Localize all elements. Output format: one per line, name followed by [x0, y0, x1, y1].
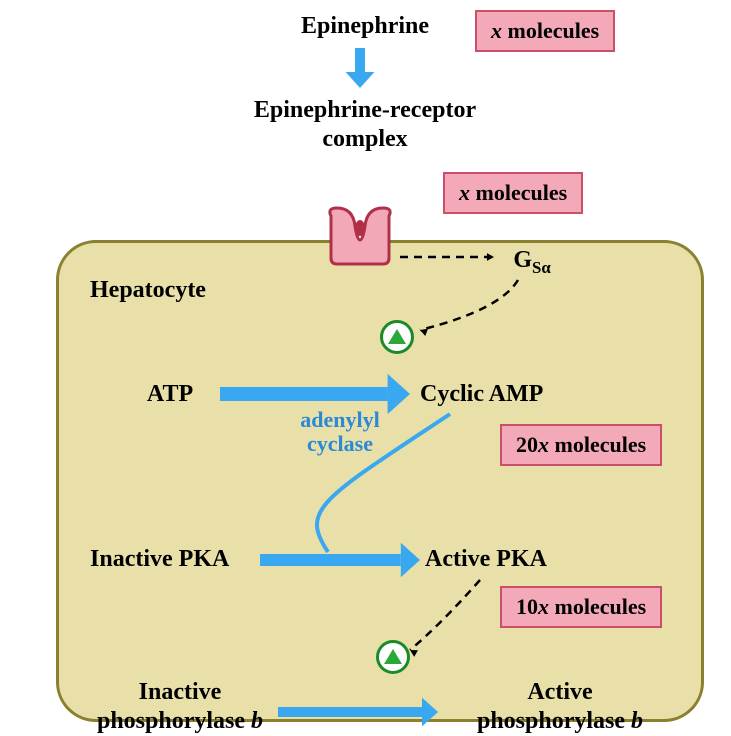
iphos-l2a: phosphorylase [97, 708, 251, 734]
iphos-l2b: b [251, 708, 263, 734]
badge-x-molecules-1: x molecules [475, 10, 615, 52]
badge4-var: x [538, 594, 549, 619]
aphos-l2a: phosphorylase [477, 708, 631, 734]
badge1-text: molecules [502, 18, 599, 43]
badge-20x-molecules: 20x molecules [500, 424, 662, 466]
badge2-text: molecules [470, 180, 567, 205]
active-pka-label: Active PKA [425, 545, 605, 574]
curve-camp-pka [290, 404, 460, 562]
gsa-g: G [513, 247, 532, 273]
aphos-l1: Active [527, 679, 592, 705]
g-s-alpha-label: GSα [502, 246, 562, 278]
badge4-num: 10 [516, 594, 538, 619]
badge3-var: x [538, 432, 549, 457]
aphos-l2b: b [631, 708, 643, 734]
hepatocyte-label: Hepatocyte [90, 276, 250, 305]
activator-circle-1 [380, 320, 414, 354]
badge-x-molecules-2: x molecules [443, 172, 583, 214]
arrow-inactive-active-phosphorylase [278, 697, 438, 727]
complex-l2: complex [322, 126, 407, 152]
dashed-arrow-gsa-circle [410, 275, 538, 345]
triangle-icon-1 [388, 329, 406, 344]
badge4-text: molecules [549, 594, 646, 619]
active-phosphorylase-label: Active phosphorylase b [450, 678, 670, 736]
gsa-sub: Sα [532, 258, 551, 277]
activator-circle-2 [376, 640, 410, 674]
complex-label: Epinephrine-receptor complex [220, 96, 510, 154]
badge2-var: x [459, 180, 470, 205]
arrow-epi-complex [345, 48, 375, 88]
atp-label: ATP [130, 380, 210, 409]
receptor-icon [325, 206, 395, 266]
badge-10x-molecules: 10x molecules [500, 586, 662, 628]
badge1-var: x [491, 18, 502, 43]
inactive-phosphorylase-label: Inactive phosphorylase b [70, 678, 290, 736]
epinephrine-label: Epinephrine [275, 12, 455, 41]
iphos-l1: Inactive [139, 679, 222, 705]
complex-l1: Epinephrine-receptor [254, 97, 476, 123]
dashed-arrow-receptor-gsa [400, 247, 504, 267]
badge3-num: 20 [516, 432, 538, 457]
triangle-icon-2 [384, 649, 402, 664]
dashed-arrow-pka-circle [400, 575, 500, 665]
badge3-text: molecules [549, 432, 646, 457]
arrow-inactive-active-pka [260, 542, 420, 578]
